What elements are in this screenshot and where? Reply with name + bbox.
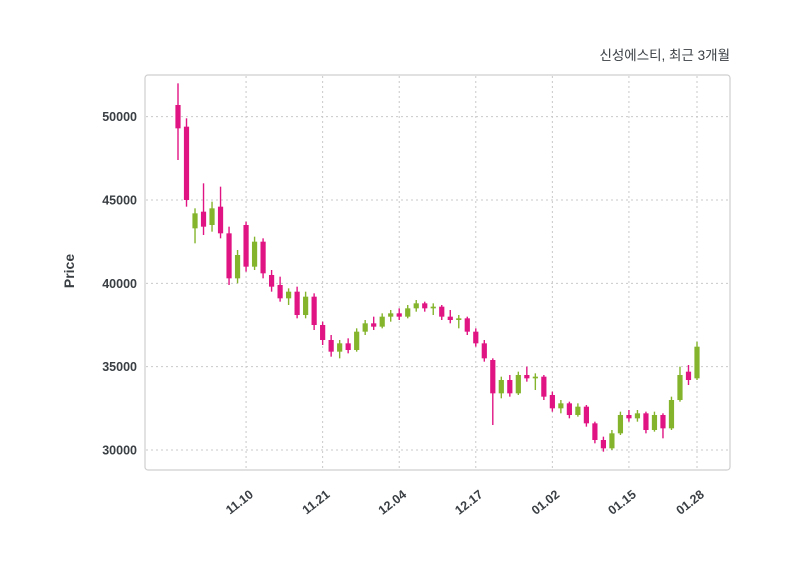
candle-body [294,291,300,315]
candle-body [200,211,207,227]
candle-body [481,343,487,359]
candle-body [226,233,232,279]
candle-body [243,225,249,267]
candle-body [328,340,334,352]
candle-body [192,213,198,229]
x-tick-label: 11.21 [300,487,333,517]
y-tick-label: 40000 [102,277,137,291]
candle-body [617,415,624,434]
x-tick-label: 01.28 [674,487,707,517]
x-tick-label: 11.10 [223,487,256,517]
candle-body [685,371,692,380]
candle-body [515,375,521,394]
candle-body [498,380,504,394]
candle-body [643,413,649,430]
y-tick-label: 50000 [102,110,137,124]
candle-body [524,375,530,379]
candle-body [396,313,402,317]
chart-title: 신성에스티, 최근 3개월 [599,48,730,63]
candle-body [507,380,513,394]
candle-body [558,403,564,409]
candle-body [379,316,385,327]
candle-body [320,325,326,340]
candle-body [464,318,470,332]
y-tick-label: 45000 [102,194,137,208]
candle-body [473,331,479,344]
x-tick-label: 01.02 [529,487,562,517]
candle-body [592,423,598,440]
candle-body [388,313,394,317]
candle-body [583,406,589,424]
candle-body [277,285,283,299]
candle-body [286,291,292,299]
candle-body [694,346,700,379]
candle-body [362,323,368,332]
candle-body [490,360,496,394]
candle-body [183,126,190,200]
candle-body [575,406,581,415]
candle-body [337,343,343,352]
candle-body [303,296,309,315]
candle-body [634,413,641,419]
candle-body [354,331,360,350]
candle-body [456,318,462,320]
y-tick-label: 30000 [102,444,137,458]
candle-body [311,296,317,325]
candle-body [413,303,419,309]
candle-body [541,376,547,397]
candle-body [677,375,683,400]
candle-body [600,440,607,449]
candle-body [660,415,666,429]
candle-body [268,275,275,287]
candle-body [566,403,572,415]
candle-body [260,241,266,274]
candle-body [609,433,615,449]
candle-body [532,376,538,379]
candle-body [668,400,675,429]
candle-body [626,415,632,419]
candle-body [405,308,411,317]
candle-body [549,395,555,409]
candle-body [447,316,453,320]
candle-body [217,206,224,234]
candle-body [209,208,215,225]
y-tick-label: 35000 [102,360,137,374]
candle-body [422,303,428,309]
x-tick-label: 01.15 [606,487,639,517]
candle-body [651,415,658,430]
candle-body [345,343,351,350]
x-tick-label: 12.04 [376,487,409,517]
candle-body [371,323,377,327]
candle-body [175,105,181,129]
x-tick-label: 12.17 [452,487,485,517]
plot-border [144,74,731,471]
candle-body [439,306,445,317]
candle-body [430,306,436,309]
candle-body [234,255,241,279]
candle-body [251,241,258,267]
